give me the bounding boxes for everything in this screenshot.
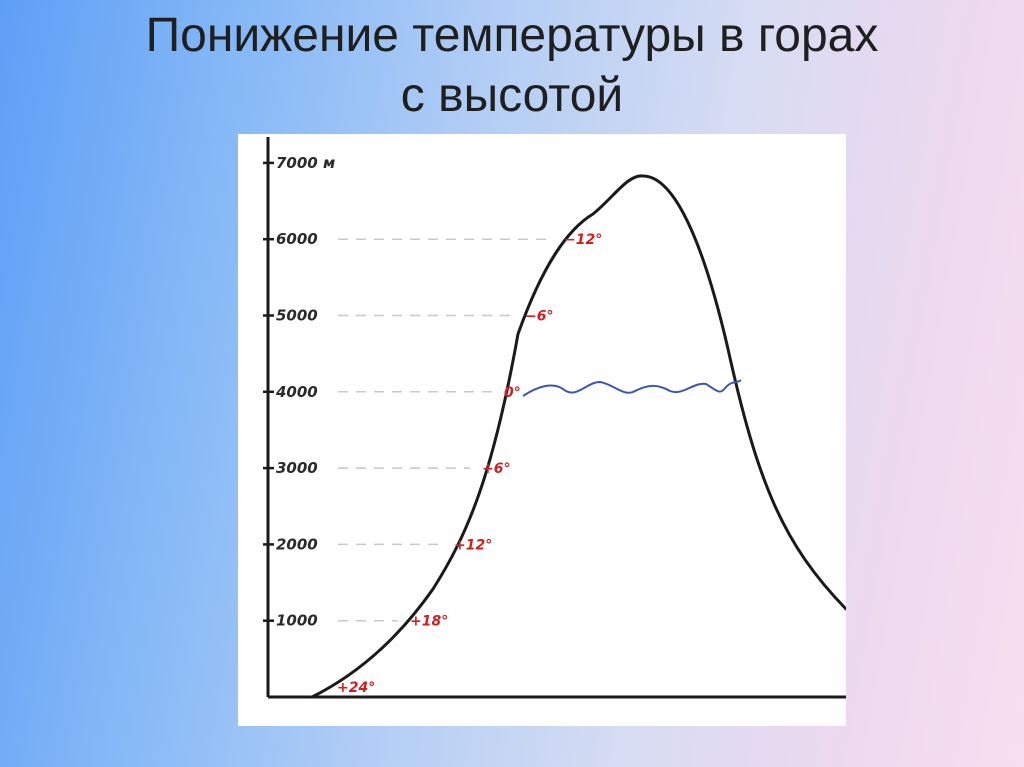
- temperature-label: +6°: [482, 461, 510, 477]
- altitude-tick-label: 5000: [276, 307, 318, 325]
- temperature-label: 0°: [504, 385, 521, 401]
- dashed-guide-lines: [338, 238, 552, 622]
- slide-title-line-2: с высотой: [400, 69, 624, 122]
- mountain-temperature-diagram: 7000 м 6000 5000 4000 3000 2000 1000 −12° −6° 0°…: [238, 134, 846, 726]
- altitude-tick-label: 7000 м: [276, 154, 335, 172]
- altitude-tick-label: 1000: [276, 612, 318, 630]
- temperature-labels: −12° −6° 0° +6° +12° +18° +24°: [337, 232, 602, 696]
- altitude-tick-label: 2000: [276, 535, 318, 553]
- temperature-label: +12°: [454, 537, 492, 553]
- temperature-label: −6°: [525, 309, 553, 325]
- snow-line: [522, 379, 742, 397]
- diagram-canvas: 7000 м 6000 5000 4000 3000 2000 1000 −12° −6° 0°…: [263, 137, 846, 699]
- altitude-ticks: 7000 м 6000 5000 4000 3000 2000 1000: [263, 154, 335, 630]
- slide-title: Понижение температуры в горах с высотой: [0, 6, 1024, 126]
- altitude-tick-label: 4000: [275, 383, 318, 401]
- mountain-outline: [310, 174, 846, 699]
- altitude-tick-label: 6000: [276, 230, 318, 248]
- altitude-tick-label: 3000: [276, 459, 318, 477]
- slide-title-line-1: Понижение температуры в горах: [145, 9, 879, 62]
- temperature-label: −12°: [564, 232, 602, 248]
- temperature-label: +24°: [337, 680, 375, 696]
- temperature-label: +18°: [410, 614, 448, 630]
